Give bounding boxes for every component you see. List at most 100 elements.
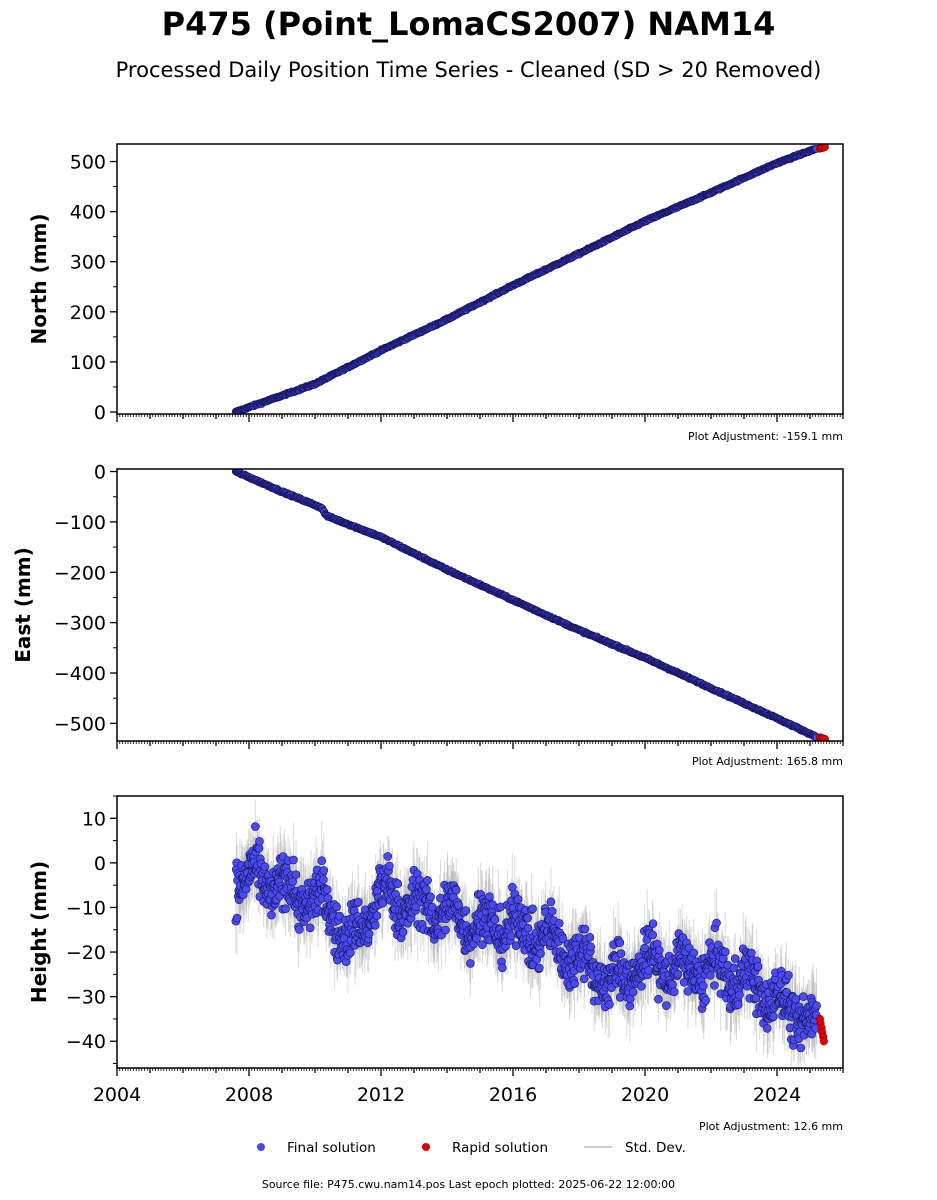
height-final-point	[332, 902, 341, 912]
height-final-point	[364, 929, 374, 939]
height-final-point	[720, 947, 730, 957]
height-final-point	[346, 948, 355, 958]
east-y-tick-label: −200	[54, 562, 106, 584]
height-final-point	[451, 885, 461, 895]
east-y-axis-title: East (mm)	[11, 547, 35, 663]
height-final-point	[536, 949, 545, 958]
height-final-point	[398, 927, 408, 937]
height-final-point	[322, 885, 332, 894]
height-final-point	[319, 866, 329, 875]
height-final-point	[478, 940, 487, 950]
height-final-point	[668, 980, 677, 989]
height-final-point	[579, 974, 589, 984]
height-final-point	[698, 981, 708, 991]
north-x-axis	[116, 414, 844, 422]
east-panel: −500 −400 −300 −200 −100 0 East (mm) Plot Adjus…	[11, 462, 844, 768]
east-plot-adjustment: Plot Adjustment: 165.8 mm	[692, 755, 843, 768]
height-final-point	[654, 994, 663, 1004]
height-final-point	[513, 894, 523, 904]
height-final-point	[615, 938, 625, 947]
height-final-point	[701, 996, 711, 1005]
height-final-point	[616, 949, 626, 958]
height-final-point	[586, 942, 596, 952]
east-final-solution-points	[231, 469, 821, 741]
height-final-point	[712, 918, 721, 928]
north-y-tick-label: 100	[70, 352, 106, 374]
height-final-point	[628, 987, 638, 997]
height-final-point	[305, 923, 315, 933]
east-y-axis: −500 −400 −300 −200 −100 0	[54, 462, 117, 735]
east-y-tick-label: −500	[54, 713, 106, 735]
north-y-tick-label: 0	[94, 402, 106, 424]
height-final-point	[288, 877, 297, 886]
height-final-point	[662, 1001, 671, 1010]
height-final-point	[534, 963, 544, 973]
east-y-tick-label: −100	[54, 512, 106, 534]
north-y-tick-label: 400	[70, 202, 106, 224]
height-final-point	[528, 904, 537, 914]
height-plot-area	[231, 799, 828, 1068]
height-final-point	[427, 902, 437, 912]
page-title: P475 (Point_LomaCS2007) NAM14	[161, 5, 776, 43]
height-final-point	[654, 945, 664, 955]
height-final-point	[441, 925, 450, 935]
height-final-point	[683, 987, 693, 996]
height-final-point	[673, 969, 683, 979]
height-final-point	[648, 930, 657, 940]
north-rapid-point	[820, 144, 829, 152]
height-final-point	[255, 836, 264, 846]
height-final-point	[353, 897, 363, 907]
north-plot-adjustment: Plot Adjustment: -159.1 mm	[688, 430, 843, 443]
height-final-point	[585, 933, 595, 942]
north-panel: 0 100 200 300 400 500 North (mm) Plot Adjustmen…	[27, 143, 844, 443]
east-x-axis	[116, 741, 844, 749]
north-y-tick-label: 500	[70, 152, 106, 174]
height-final-point	[378, 898, 388, 908]
height-final-point	[644, 966, 653, 975]
east-rapid-point	[820, 734, 829, 741]
height-final-point	[547, 906, 557, 916]
height-final-point	[558, 934, 568, 943]
height-final-point	[710, 981, 719, 990]
height-final-point	[625, 1001, 635, 1011]
height-final-point	[689, 948, 699, 958]
height-final-point	[472, 934, 481, 943]
height-final-point	[232, 913, 242, 923]
east-y-tick-label: 0	[94, 462, 106, 484]
height-final-point	[319, 875, 328, 884]
height-final-point	[498, 963, 507, 973]
height-final-point	[669, 987, 679, 997]
height-final-point	[554, 919, 564, 928]
height-final-point	[506, 931, 516, 941]
height-final-point	[289, 855, 298, 865]
height-final-point	[461, 906, 471, 915]
height-final-point	[383, 852, 393, 861]
east-rapid-solution-points	[815, 733, 829, 741]
height-final-point	[546, 897, 556, 907]
height-final-point	[260, 862, 270, 872]
height-final-point	[706, 971, 715, 980]
height-final-point	[370, 920, 380, 930]
height-final-point	[490, 915, 500, 924]
north-y-tick-label: 200	[70, 302, 106, 324]
height-final-point	[426, 892, 435, 902]
height-final-point	[580, 924, 590, 934]
height-final-point	[637, 982, 646, 991]
north-y-axis: 0 100 200 300 400 500	[70, 152, 117, 424]
height-final-point	[679, 978, 689, 987]
height-final-point	[466, 959, 475, 968]
height-final-point	[648, 919, 658, 928]
height-final-point	[281, 904, 290, 913]
east-y-tick-label: −300	[54, 613, 106, 635]
north-plot-area	[231, 144, 829, 414]
height-final-point	[317, 856, 327, 866]
height-final-solution-points	[231, 822, 821, 1053]
height-final-point	[267, 910, 276, 920]
height-final-point	[251, 822, 260, 831]
height-final-point	[422, 885, 431, 894]
height-final-point	[423, 876, 432, 885]
height-final-point	[523, 923, 533, 933]
east-y-tick-label: −400	[54, 663, 106, 685]
